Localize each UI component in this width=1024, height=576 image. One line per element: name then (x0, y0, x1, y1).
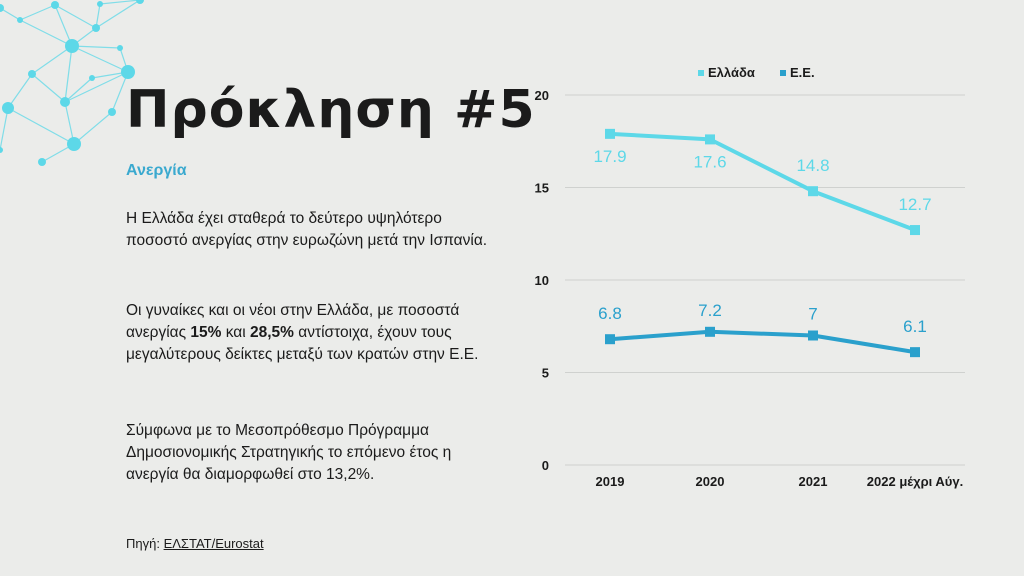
y-tick-label: 15 (535, 181, 549, 196)
network-edge (0, 107, 9, 151)
network-edge (64, 77, 93, 103)
network-edge (19, 19, 73, 47)
network-node (117, 45, 123, 51)
network-edge (19, 4, 56, 21)
legend-marker (780, 70, 786, 76)
unemployment-line-chart: 0 5 10 15 20 2019 2020 2021 2022 μέχρι Αύγ. Ελλάδ… (535, 65, 965, 489)
network-node (89, 75, 95, 81)
network-edge (64, 71, 129, 103)
network-edge (111, 71, 129, 113)
legend-label: Ε.Ε. (790, 65, 815, 80)
data-label: 6.1 (903, 317, 927, 336)
x-tick-label: 2019 (596, 474, 625, 489)
network-node (97, 1, 103, 7)
network-edge (7, 107, 75, 145)
section-subtitle: Ανεργία (126, 162, 187, 179)
network-node (67, 137, 81, 151)
data-point (605, 334, 615, 345)
data-point (705, 134, 715, 145)
legend-marker (698, 70, 704, 76)
network-edge (71, 45, 121, 49)
paragraph-women-youth: Οι γυναίκες και οι νέοι στην Ελλάδα, με … (126, 300, 496, 366)
p2-text-e: αντίστοιχα, έχουν τους μεγαλύτερους δείκ… (126, 324, 479, 363)
network-edge (95, 0, 141, 29)
source-note: Πηγή: ΕΛΣΤΑΤ/Eurostat (126, 536, 264, 551)
data-label: 7 (808, 305, 817, 324)
network-node (51, 1, 59, 9)
women-rate: 15% (190, 324, 222, 341)
network-edge (7, 73, 33, 109)
network-node (38, 158, 46, 166)
network-node (0, 147, 3, 153)
network-node (136, 0, 144, 4)
data-label: 17.6 (693, 152, 726, 171)
data-point (910, 347, 920, 358)
network-node (0, 4, 4, 12)
paragraph-ranking: Η Ελλάδα έχει σταθερά το δεύτερο υψηλότε… (126, 210, 488, 249)
network-decoration (0, 0, 144, 166)
y-tick-label: 5 (542, 366, 549, 381)
legend-label: Ελλάδα (708, 65, 755, 80)
y-tick-label: 10 (535, 273, 549, 288)
network-node (17, 17, 23, 23)
series-line (609, 329, 916, 355)
network-node (92, 24, 100, 32)
data-label: 6.8 (598, 304, 622, 323)
youth-rate: 28,5% (249, 324, 294, 341)
network-edge (31, 73, 66, 103)
network-edge (31, 45, 73, 75)
network-edge (99, 0, 141, 5)
data-label: 14.8 (796, 156, 829, 175)
data-point (605, 128, 615, 139)
network-node (65, 39, 79, 53)
network-edge (95, 3, 101, 29)
network-node (108, 108, 116, 116)
page-title: Πρόκληση #5 (126, 80, 536, 140)
x-tick-label: 2020 (696, 474, 725, 489)
p2-text-c: και (221, 324, 250, 341)
series-line (609, 131, 916, 232)
p2-text-a: Οι γυναίκες και οι νέοι στην Ελλάδα, με … (126, 302, 460, 341)
data-label: 7.2 (698, 301, 722, 320)
data-point (705, 326, 715, 337)
source-link[interactable]: ΕΛΣΤΑΤ/Eurostat (163, 536, 264, 551)
source-label: Πηγή: (126, 536, 164, 551)
network-node (28, 70, 36, 78)
network-edge (54, 4, 73, 47)
network-edge (64, 101, 75, 145)
data-label: 12.7 (898, 195, 931, 214)
data-point (808, 330, 818, 341)
network-node (2, 102, 14, 114)
y-tick-label: 20 (535, 88, 549, 103)
data-point (910, 225, 920, 236)
network-edge (64, 45, 73, 103)
network-edge (54, 4, 97, 29)
network-edge (71, 45, 129, 73)
data-point (808, 186, 818, 197)
network-node (121, 65, 135, 79)
x-tick-label: 2022 μέχρι Αύγ. (867, 474, 963, 489)
y-tick-label: 0 (542, 458, 549, 473)
data-label: 17.9 (593, 147, 626, 166)
x-tick-label: 2021 (799, 474, 828, 489)
network-edge (73, 111, 113, 145)
network-node (60, 97, 70, 107)
paragraph-forecast: Σύμφωνα με το Μεσοπρόθεσμο Πρόγραμμα Δημ… (126, 422, 452, 483)
